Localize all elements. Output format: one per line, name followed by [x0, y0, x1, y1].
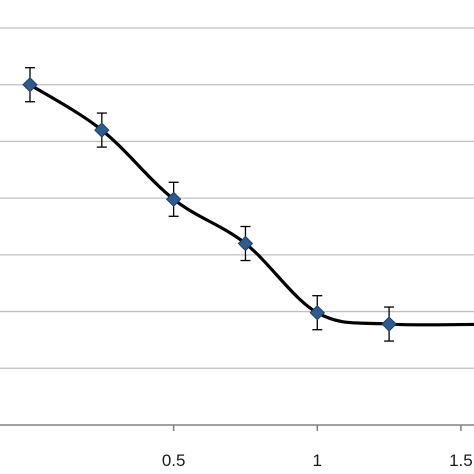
data-point-marker — [94, 122, 110, 138]
x-tick-labels: 0.5 1 1.5 — [162, 451, 473, 470]
data-point-marker — [309, 304, 325, 321]
data-point-marker — [165, 191, 182, 207]
x-axis — [0, 424, 474, 431]
data-point-marker — [381, 316, 397, 332]
x-tick-label: 0.5 — [162, 451, 186, 470]
data-point-marker — [22, 77, 38, 93]
series-line — [29, 83, 474, 327]
series-line-group — [29, 83, 474, 327]
gridlines — [0, 27, 474, 369]
data-markers — [22, 77, 397, 332]
error-bars — [25, 67, 395, 342]
x-tick-label: 1 — [313, 451, 322, 470]
data-point-marker — [237, 235, 254, 252]
x-tick-label: 1.5 — [449, 451, 473, 470]
